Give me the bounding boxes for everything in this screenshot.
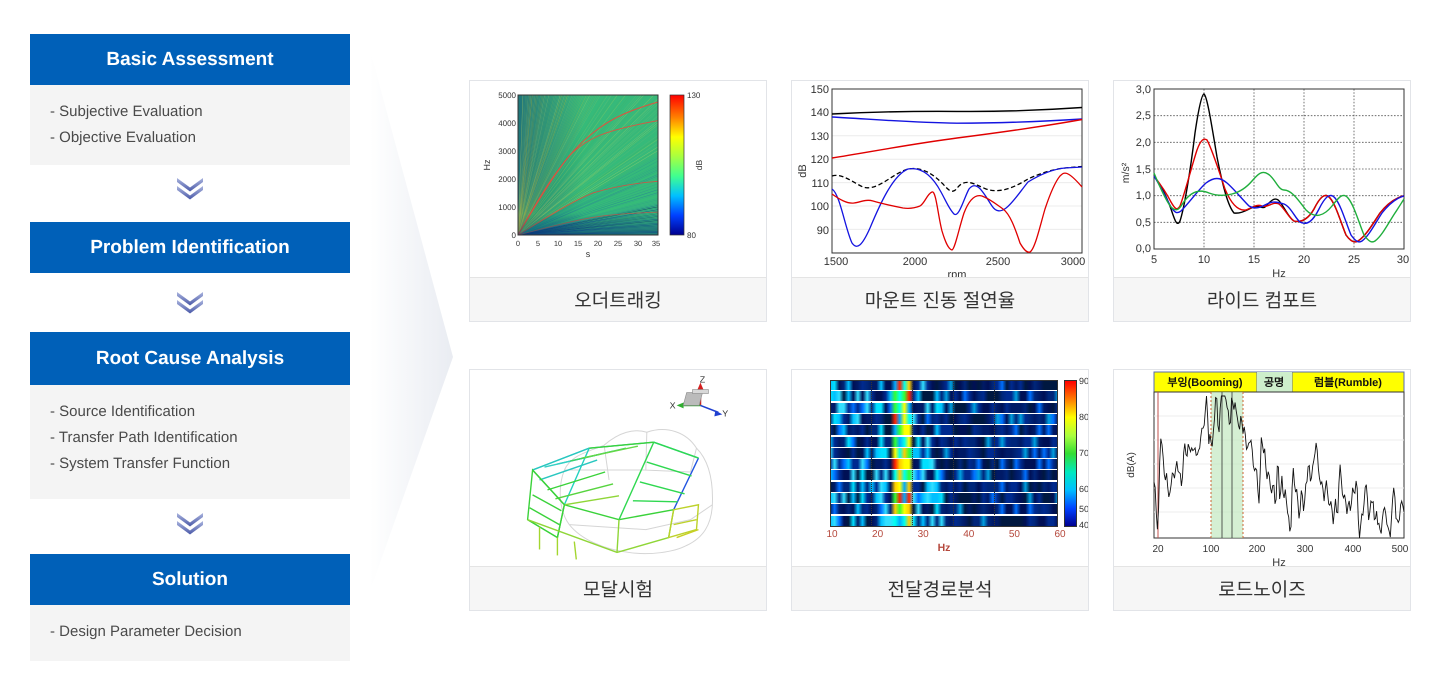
svg-text:2,5: 2,5 (1136, 110, 1151, 122)
svg-text:25: 25 (1348, 254, 1360, 266)
svg-text:35: 35 (652, 239, 660, 248)
svg-text:90: 90 (817, 225, 829, 237)
svg-text:150: 150 (811, 84, 829, 96)
svg-text:럼블(Rumble): 럼블(Rumble) (1314, 376, 1382, 389)
svg-text:3000: 3000 (498, 147, 516, 156)
svg-text:120: 120 (811, 154, 829, 166)
svg-text:500: 500 (1392, 544, 1409, 555)
svg-text:4000: 4000 (498, 119, 516, 128)
svg-text:m/s²: m/s² (1120, 162, 1132, 183)
svg-text:dB(A): dB(A) (1126, 452, 1137, 478)
svg-text:dB: dB (797, 164, 809, 177)
svg-text:200: 200 (1249, 544, 1266, 555)
svg-text:5: 5 (1151, 254, 1157, 266)
svg-text:0,0: 0,0 (1136, 243, 1151, 255)
svg-text:25: 25 (614, 239, 622, 248)
svg-text:1,5: 1,5 (1136, 164, 1151, 176)
svg-text:X: X (670, 400, 676, 410)
svg-text:20: 20 (1152, 544, 1164, 555)
svg-text:110: 110 (811, 178, 829, 190)
svg-text:100: 100 (1203, 544, 1220, 555)
svg-text:s: s (586, 249, 591, 259)
svg-text:Hz: Hz (482, 159, 492, 170)
svg-text:2000: 2000 (903, 256, 927, 268)
svg-text:30: 30 (634, 239, 642, 248)
svg-text:130: 130 (811, 131, 829, 143)
svg-text:1000: 1000 (498, 203, 516, 212)
svg-text:10: 10 (1198, 254, 1210, 266)
svg-text:Y: Y (722, 408, 728, 418)
svg-text:5: 5 (536, 239, 540, 248)
svg-text:0: 0 (516, 239, 520, 248)
svg-text:400: 400 (1345, 544, 1362, 555)
svg-text:140: 140 (811, 107, 829, 119)
svg-text:100: 100 (811, 201, 829, 213)
svg-text:30: 30 (1397, 254, 1409, 266)
svg-text:2000: 2000 (498, 175, 516, 184)
svg-text:부잉(Booming): 부잉(Booming) (1167, 376, 1243, 389)
svg-text:dB: dB (694, 159, 704, 170)
svg-text:5000: 5000 (498, 91, 516, 100)
svg-text:공명: 공명 (1264, 376, 1284, 389)
svg-text:1,0: 1,0 (1136, 190, 1151, 202)
svg-text:130: 130 (687, 91, 701, 100)
svg-text:20: 20 (1298, 254, 1310, 266)
svg-text:20: 20 (594, 239, 602, 248)
svg-text:80: 80 (687, 231, 696, 240)
svg-text:Z: Z (700, 375, 706, 385)
svg-text:0,5: 0,5 (1136, 217, 1151, 229)
svg-text:2500: 2500 (986, 256, 1010, 268)
svg-text:3000: 3000 (1061, 256, 1085, 268)
svg-text:15: 15 (574, 239, 582, 248)
svg-text:10: 10 (554, 239, 562, 248)
svg-text:2,0: 2,0 (1136, 137, 1151, 149)
svg-text:3,0: 3,0 (1136, 84, 1151, 96)
svg-text:300: 300 (1297, 544, 1314, 555)
svg-text:1500: 1500 (824, 256, 848, 268)
svg-text:15: 15 (1248, 254, 1260, 266)
